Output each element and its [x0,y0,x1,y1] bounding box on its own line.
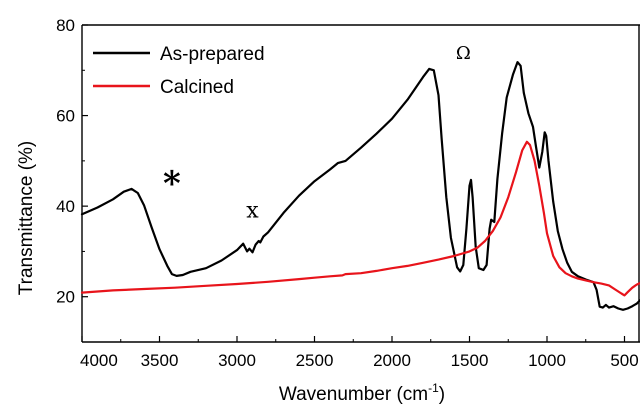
y-tick-label: 60 [56,107,75,126]
series-line-calcined [80,140,640,297]
annotation-layer: * x Ω [163,43,471,223]
annotation-0: * [163,164,181,204]
y-tick-label: 80 [56,16,75,35]
y-tick-label: 40 [56,197,75,216]
y-tick-label: 20 [56,288,75,307]
series-line-as-prepared [80,61,640,311]
legend: As-prepared Calcined [93,44,265,98]
x-tick-label: 4000 [80,351,118,370]
x-tick-label: 1000 [528,351,566,370]
legend-label-calcined: Calcined [160,77,234,98]
x-tick-label: 2500 [296,351,334,370]
annotation-2: Ω [456,43,471,64]
x-tick-label: 3000 [218,351,256,370]
x-tick-label: 1500 [451,351,489,370]
x-axis-title: Wavenumber (cm-1) [279,381,445,405]
annotation-1: x [246,198,259,223]
x-axis-title-main: Wavenumber (cm [279,384,428,405]
x-axis-title-superscript: -1 [428,381,439,395]
x-tick-label: 3500 [141,351,179,370]
x-axis-title-close: ) [439,384,445,405]
legend-label-as-prepared: As-prepared [160,44,265,65]
tick-layer: 20 40 60 80 4000 3500 3000 2500 2000 1500 1000 500 [56,16,639,370]
y-axis-title: Transmittance (%) [16,141,37,296]
x-tick-label: 2000 [373,351,411,370]
series-layer [80,61,640,311]
x-tick-label: 500 [610,351,638,370]
